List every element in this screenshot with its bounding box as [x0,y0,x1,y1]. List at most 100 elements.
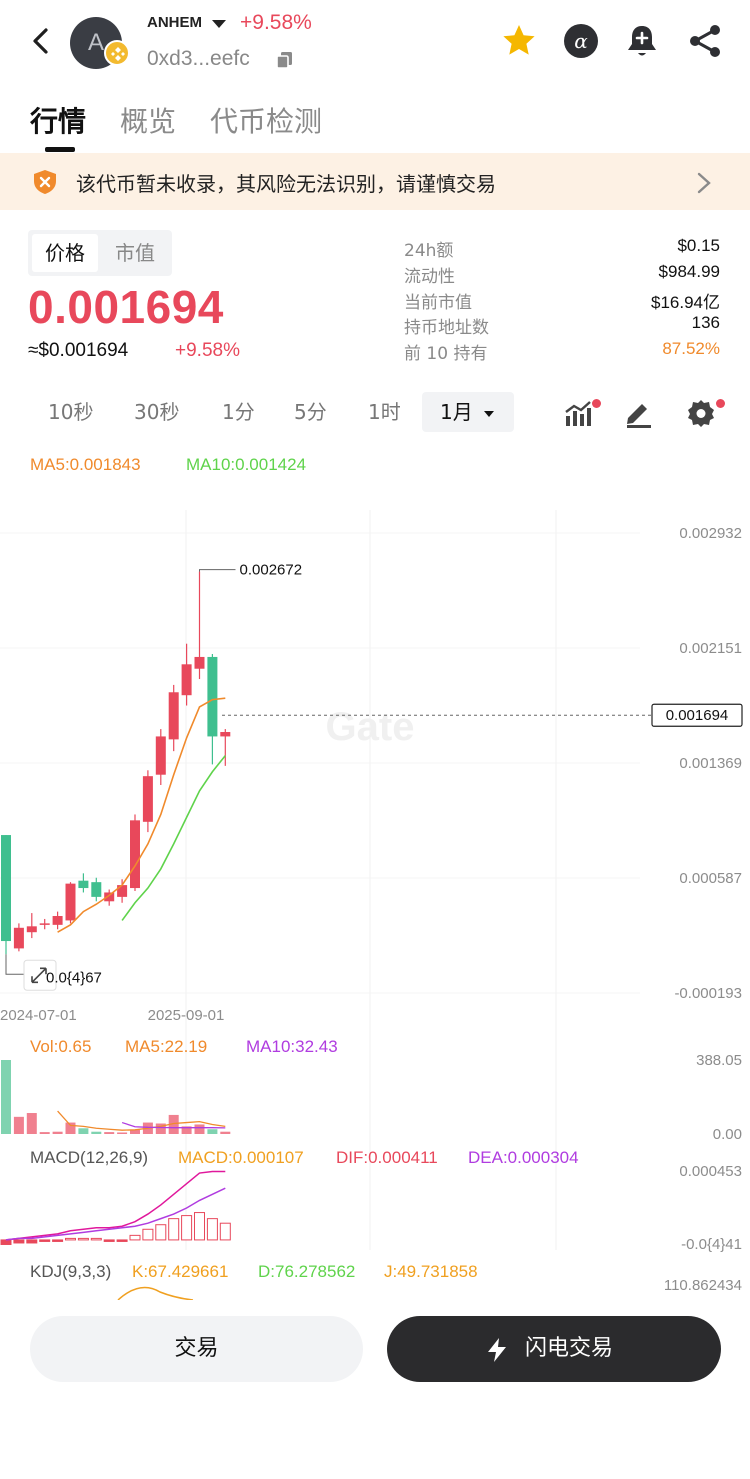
tab-overview[interactable]: 概览 [120,105,177,138]
candle-body [130,820,140,889]
interval-1mo[interactable]: 1月 [422,392,514,432]
macd-hist-bar [168,1218,180,1241]
token-name[interactable]: ANHEM [147,14,202,31]
bell-plus-icon[interactable] [623,22,661,60]
interval-5m[interactable]: 5分 [294,400,327,424]
trade-button[interactable]: 交易 [30,1316,363,1382]
macd-hist-bar [129,1234,141,1241]
candle-body [181,664,192,696]
high-marker: 0.002672 [199,562,303,579]
toggle-market-cap[interactable]: 市值 [115,241,155,265]
draw-pen-icon[interactable] [622,396,656,430]
indicator-icon[interactable] [562,396,596,430]
stat-label-mcap: 当前市值 [404,293,472,313]
back-icon[interactable] [26,26,56,56]
macd-tick-label: -0.0{4}41 [681,1236,742,1253]
macd-hist-bar [206,1218,218,1241]
stat-value-mcap: $16.94亿 [651,293,720,312]
interval-10s[interactable]: 10秒 [48,400,94,424]
volume-bar [117,1132,128,1134]
header-change: +9.58% [240,11,312,34]
volume-bar [78,1128,89,1134]
risk-warning-banner[interactable]: 该代币暂未收录，其风险无法识别，请谨慎交易 [0,153,750,210]
macd-hist-bar [39,1239,51,1242]
candle-body [65,883,76,921]
macd-hist-bar [13,1239,25,1244]
flash-trade-button[interactable]: 闪电交易 [387,1316,721,1382]
stat-value-volume: $0.15 [677,236,720,255]
macd-hist-bar [116,1239,128,1242]
tab-market[interactable]: 行情 [30,105,87,138]
macd-hist-bar [65,1237,76,1241]
chain-badge-icon [104,40,130,66]
kdj-panel: KDJ(9,3,3) K:67.429661 D:76.278562 J:49.731… [30,1262,742,1300]
macd-hist-bar [77,1237,89,1241]
low-label: 0.0{4}67 [46,969,102,986]
macd-hist-bar [103,1239,115,1242]
macd-hist-bar [181,1215,193,1241]
ma5-line [57,697,226,933]
caret-down-icon[interactable] [211,18,227,30]
stat-label-volume: 24h额 [404,241,454,261]
volume-bar [104,1132,115,1134]
tab-token-check[interactable]: 代币检测 [210,105,323,138]
interval-1h[interactable]: 1时 [368,400,401,424]
volume-legend-label: Vol:0.65 [30,1037,91,1056]
volume-bar [52,1131,63,1134]
price-tick-label: -0.000193 [674,985,742,1002]
lightning-icon [488,1338,506,1362]
price-change: +9.58% [175,340,240,361]
volume-bar [207,1129,218,1134]
kdj-legend-label: KDJ(9,3,3) [30,1262,111,1281]
volume-legend-ma10: MA10:32.43 [246,1037,338,1056]
usd-price: ≈$0.001694 [28,340,129,361]
candle-body [13,927,24,949]
macd-legend-label: MACD(12,26,9) [30,1148,148,1167]
volume-bar [168,1114,179,1134]
flash-trade-label: 闪电交易 [525,1336,614,1361]
ma10-line [121,755,226,921]
volume-bar [13,1116,24,1134]
volume-legend-ma5: MA5:22.19 [125,1037,207,1056]
candle-body [52,916,63,925]
settings-gear-icon[interactable] [684,396,718,430]
volume-tick-label: 388.05 [696,1052,742,1069]
volume-ma10-line [121,1121,226,1129]
volume-bar [220,1131,231,1134]
macd-hist-bar [194,1212,205,1241]
star-icon[interactable] [500,22,538,60]
interval-30s[interactable]: 30秒 [134,400,180,424]
interval-1mo-label: 1月 [440,400,473,424]
candle-body [91,882,102,897]
header: A ANHEM +9.58% 0xd3...eefc α [0,0,750,90]
tab-indicator [45,147,75,152]
macd-legend-dif: DIF:0.000411 [336,1148,438,1167]
stat-value-liquidity: $984.99 [658,262,720,281]
ma5-legend: MA5:0.001843 [30,455,141,474]
chevron-right-icon [697,172,711,194]
stat-value-holders: 136 [691,313,720,332]
price-chart[interactable]: Gate 0.002932 0.002151 0.001369 0.000587 -0.… [0,480,750,1300]
macd-hist-bar [26,1239,38,1244]
price-axis: 0.002932 0.002151 0.001369 0.000587 -0.00019… [674,525,742,1002]
high-label: 0.002672 [240,562,303,579]
price-mcap-toggle: 价格 市值 [28,230,172,276]
price-tick-label: 0.002932 [679,525,742,542]
candle-body [142,776,153,822]
toggle-price[interactable]: 价格 [32,234,98,272]
share-icon[interactable] [686,22,724,60]
kdj-k-line [117,1286,194,1300]
candle-body [168,692,179,740]
time-tick-label: 2024-07-01 [0,1007,77,1024]
current-price: 0.001694 [28,281,224,333]
stat-value-top10: 87.52% [662,339,720,358]
macd-dea-line [5,1187,226,1241]
candle-body [104,892,115,902]
copy-icon[interactable] [275,50,295,70]
kdj-legend-d: D:76.278562 [258,1262,355,1281]
macd-hist-bar [0,1239,12,1245]
alpha-icon[interactable]: α [562,22,600,60]
settings-badge-dot [716,399,725,408]
interval-1m[interactable]: 1分 [222,400,255,424]
volume-ma5-line [57,1110,226,1131]
